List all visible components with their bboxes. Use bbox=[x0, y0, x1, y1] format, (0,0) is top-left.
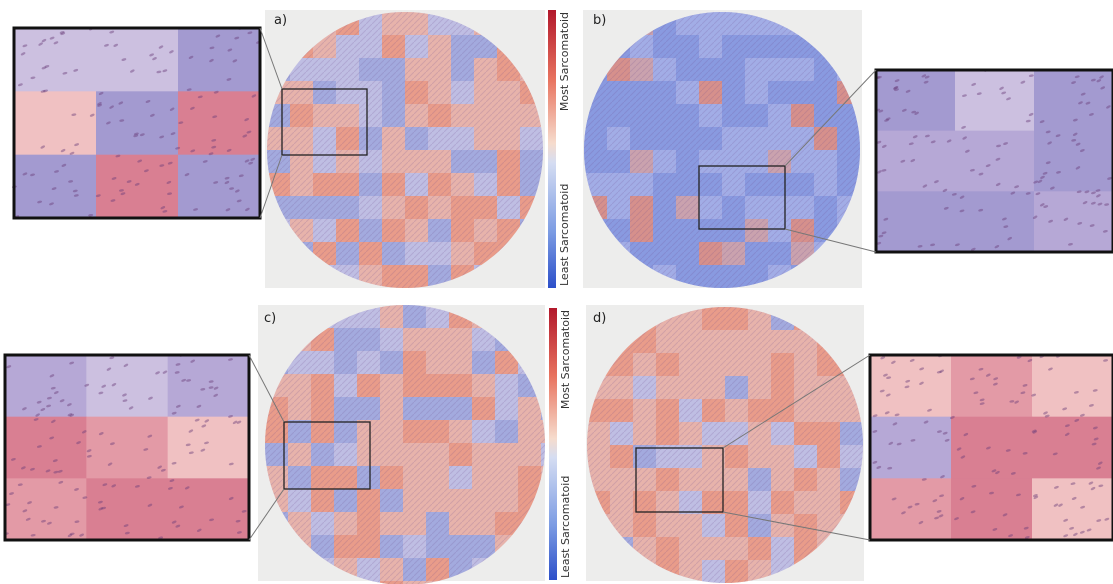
inset-block bbox=[96, 155, 179, 219]
tissue-texture bbox=[267, 12, 543, 288]
heatmap bbox=[587, 307, 863, 583]
inset-block bbox=[876, 191, 956, 252]
page: {"panels": [ {"label": "a)", "colorbar":… bbox=[0, 0, 1113, 584]
panel: d) bbox=[586, 305, 1113, 583]
inset-block bbox=[876, 70, 956, 131]
panel-label: a) bbox=[274, 13, 287, 28]
panel: a) Most Sarcomatoid Least Sarcomatoid bbox=[12, 10, 571, 288]
inset-block bbox=[870, 417, 952, 479]
inset-block bbox=[870, 478, 952, 540]
inset-block bbox=[951, 417, 1033, 479]
inset-block bbox=[168, 417, 250, 479]
inset-block bbox=[5, 478, 87, 540]
inset-block bbox=[1032, 478, 1113, 540]
inset-block bbox=[870, 355, 952, 417]
heatmap bbox=[584, 12, 860, 288]
inset-block bbox=[876, 131, 956, 192]
inset-block bbox=[86, 417, 168, 479]
inset-block bbox=[1032, 417, 1113, 479]
tissue-texture bbox=[584, 12, 860, 288]
panel-label: c) bbox=[264, 311, 276, 326]
colorbar-top-label: Most Sarcomatoid bbox=[558, 12, 571, 111]
inset bbox=[12, 26, 262, 219]
colorbar-top-label: Most Sarcomatoid bbox=[559, 310, 572, 409]
panel: b) bbox=[583, 10, 1113, 288]
inset-block bbox=[5, 355, 87, 417]
panel-label: b) bbox=[593, 13, 606, 28]
heatmap bbox=[267, 12, 543, 288]
inset-block bbox=[14, 28, 97, 92]
tissue-texture bbox=[265, 305, 545, 584]
panel-label: d) bbox=[593, 311, 606, 326]
inset-block bbox=[168, 478, 250, 540]
inset-block bbox=[14, 91, 97, 155]
colorbar-bottom-label: Least Sarcomatoid bbox=[558, 184, 571, 286]
tissue-texture bbox=[587, 307, 863, 583]
inset-block bbox=[951, 355, 1033, 417]
inset-block bbox=[1032, 355, 1113, 417]
inset-block bbox=[955, 131, 1035, 192]
inset-block bbox=[1034, 191, 1113, 252]
inset-block bbox=[955, 191, 1035, 252]
figure: a) Most Sarcomatoid Least Sarcomatoid b) c) M… bbox=[0, 0, 1113, 584]
colorbar bbox=[548, 10, 556, 288]
inset-block bbox=[955, 70, 1035, 131]
colorbar bbox=[549, 308, 557, 580]
inset bbox=[875, 68, 1113, 253]
colorbar-bottom-label: Least Sarcomatoid bbox=[559, 476, 572, 578]
inset-block bbox=[951, 478, 1033, 540]
inset-block bbox=[96, 28, 179, 92]
inset-block bbox=[14, 155, 97, 219]
panel: c) Most Sarcomatoid Least Sarcomatoid bbox=[4, 305, 572, 584]
inset bbox=[4, 353, 250, 541]
inset-block bbox=[178, 91, 261, 155]
inset-block bbox=[178, 28, 261, 92]
inset-block bbox=[5, 417, 87, 479]
inset-block bbox=[1034, 70, 1113, 131]
inset bbox=[870, 353, 1113, 540]
